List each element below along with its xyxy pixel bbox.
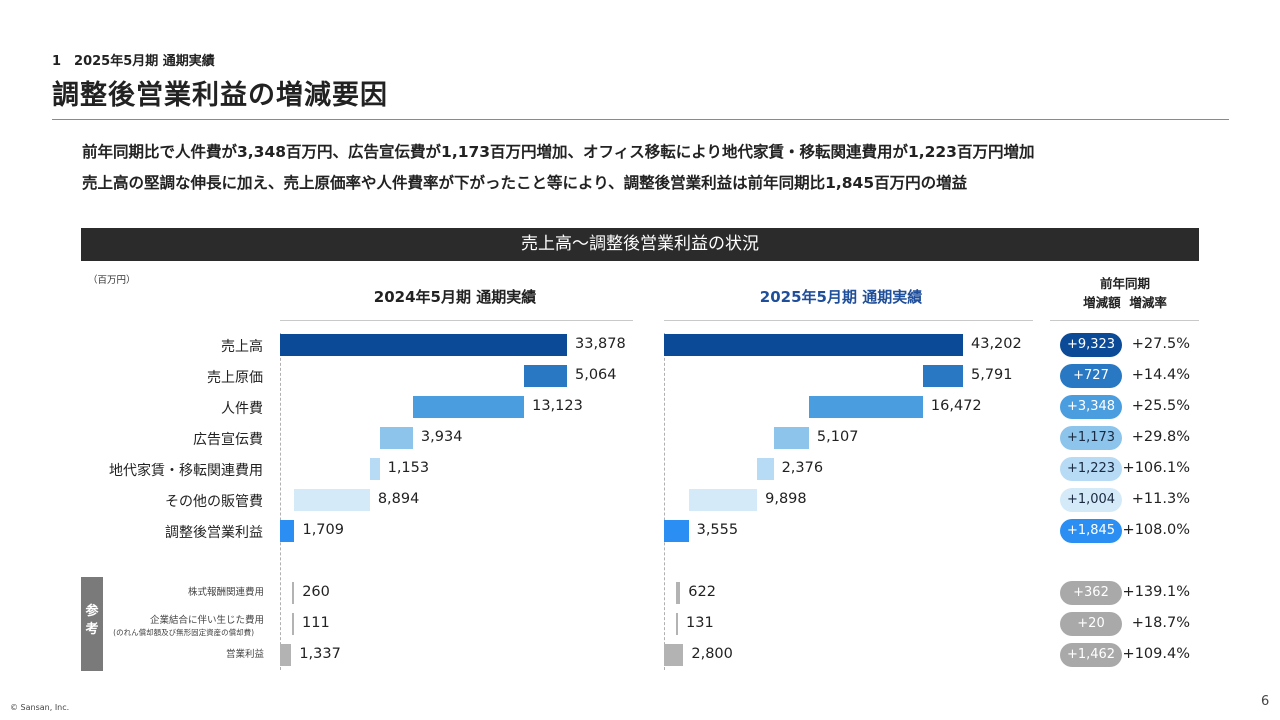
bar-2024-4 <box>379 427 413 449</box>
yoy-amount-4: +1,173 <box>1060 426 1122 450</box>
bar-2025-6 <box>688 489 758 511</box>
bar-2024-6 <box>294 489 370 511</box>
summary-line-1: 前年同期比で人件費が3,348百万円、広告宣伝費が1,173百万円増加、オフィス… <box>82 143 1035 161</box>
unit-label: （百万円） <box>88 275 136 286</box>
reference-value-ref2024-2: 111 <box>302 615 330 631</box>
bar-2024-1 <box>280 334 567 356</box>
yoy-rate-6: +11.3% <box>1131 491 1190 507</box>
column-header-2024: 2024年5月期 通期実績 <box>373 288 537 306</box>
reference-bar-ref2024-2 <box>292 613 294 635</box>
reference-bar-ref2024-1 <box>292 582 295 604</box>
copyright: © Sansan, Inc. <box>10 703 70 712</box>
value-label-2024-2: 5,064 <box>575 367 617 383</box>
column-rule-yoy <box>1050 320 1199 321</box>
yoy-header-line2: 増減額 増減率 <box>1083 295 1167 310</box>
value-label-2025-5: 2,376 <box>781 460 824 476</box>
yoy-amount-3: +3,348 <box>1060 395 1122 419</box>
bar-2025-5 <box>757 458 774 480</box>
reference-label: 参考 <box>85 604 99 637</box>
value-label-2025-2: 5,791 <box>971 367 1013 383</box>
row-label-4: 広告宣伝費 <box>193 432 263 448</box>
section-label: 1 2025年5月期 通期実績 <box>52 54 215 69</box>
yoy-rate-4: +29.8% <box>1131 429 1190 445</box>
yoy-rate-7: +108.0% <box>1122 522 1190 538</box>
column-rule-2024 <box>280 320 633 321</box>
reference-row-label-1: 株式報酬関連費用 <box>94 587 264 599</box>
reference-row-sublabel-2: (のれん償却額及び無形固定資産の償却費) <box>113 628 254 637</box>
row-label-6: その他の販管費 <box>165 494 263 510</box>
reference-bar-ref2025-3 <box>664 644 684 666</box>
reference-yoy-amount-2: +20 <box>1060 612 1122 636</box>
reference-bar-ref2025-1 <box>676 582 681 604</box>
value-label-2024-1: 33,878 <box>575 336 626 352</box>
yoy-amount-1: +9,323 <box>1060 333 1122 357</box>
reference-box: 参考 <box>81 577 103 671</box>
page-number: 6 <box>1261 694 1270 709</box>
yoy-amount-7: +1,845 <box>1060 519 1122 543</box>
row-label-2: 売上原価 <box>207 370 263 386</box>
reference-row-title-3: 営業利益 <box>225 649 264 660</box>
bar-2024-3 <box>412 396 525 418</box>
summary-line-2: 売上高の堅調な伸長に加え、売上原価率や人件費率が下がったこと等により、調整後営業… <box>82 174 968 192</box>
reference-row-title-2: 企業結合に伴い生じた費用 <box>149 615 264 626</box>
yoy-amount-2: +727 <box>1060 364 1122 388</box>
value-label-2025-4: 5,107 <box>816 429 859 445</box>
value-label-2024-5: 1,153 <box>387 460 430 476</box>
reference-value-ref2025-1: 622 <box>688 584 716 600</box>
value-label-2025-3: 16,472 <box>930 398 982 414</box>
bar-2025-2 <box>922 365 963 387</box>
value-label-2024-4: 3,934 <box>420 429 463 445</box>
column-rule-2025 <box>664 320 1033 321</box>
page-title: 調整後営業利益の増減要因 <box>52 80 388 111</box>
reference-value-ref2025-2: 131 <box>686 615 714 631</box>
value-label-2025-6: 9,898 <box>765 491 807 507</box>
value-label-2025-7: 3,555 <box>696 522 739 538</box>
chart-band-title: 売上高～調整後営業利益の状況 <box>81 228 1199 261</box>
reference-yoy-rate-3: +109.4% <box>1122 646 1190 662</box>
row-label-1: 売上高 <box>221 339 263 355</box>
reference-row-label-2: 企業結合に伴い生じた費用 (のれん償却額及び無形固定資産の償却費) <box>94 615 264 639</box>
reference-bar-ref2025-2 <box>676 613 678 635</box>
yoy-rate-1: +27.5% <box>1131 336 1190 352</box>
reference-bar-ref2024-3 <box>280 644 292 666</box>
yoy-rate-2: +14.4% <box>1131 367 1190 383</box>
reference-row-label-3: 営業利益 <box>94 649 264 661</box>
reference-value-ref2024-1: 260 <box>302 584 330 600</box>
value-label-2024-7: 1,709 <box>302 522 344 538</box>
reference-yoy-rate-2: +18.7% <box>1131 615 1190 631</box>
reference-yoy-rate-1: +139.1% <box>1122 584 1190 600</box>
bar-2024-7 <box>280 520 295 542</box>
column-header-2025: 2025年5月期 通期実績 <box>759 288 923 306</box>
title-divider <box>52 119 1229 120</box>
row-label-3: 人件費 <box>221 401 263 417</box>
value-label-2024-3: 13,123 <box>532 398 583 414</box>
bar-2025-3 <box>808 396 923 418</box>
yoy-amount-5: +1,223 <box>1060 457 1122 481</box>
yoy-amount-6: +1,004 <box>1060 488 1122 512</box>
reference-value-ref2025-3: 2,800 <box>691 646 733 662</box>
baseline-2024 <box>280 333 281 670</box>
reference-yoy-amount-1: +362 <box>1060 581 1122 605</box>
reference-row-title-1: 株式報酬関連費用 <box>187 587 264 598</box>
baseline-2025 <box>664 333 665 670</box>
row-label-7: 調整後営業利益 <box>165 525 263 541</box>
row-label-5: 地代家賃・移転関連費用 <box>109 463 263 479</box>
value-label-2025-1: 43,202 <box>971 336 1022 352</box>
yoy-header-line1: 前年同期 <box>1099 276 1150 291</box>
reference-yoy-amount-3: +1,462 <box>1060 643 1122 667</box>
yoy-rate-5: +106.1% <box>1122 460 1190 476</box>
bar-2025-7 <box>664 520 689 542</box>
bar-2024-2 <box>524 365 567 387</box>
bar-2025-4 <box>773 427 809 449</box>
yoy-rate-3: +25.5% <box>1131 398 1190 414</box>
bar-2024-5 <box>369 458 380 480</box>
reference-value-ref2024-3: 1,337 <box>299 646 341 662</box>
value-label-2024-6: 8,894 <box>377 491 420 507</box>
bar-2025-1 <box>664 334 963 356</box>
